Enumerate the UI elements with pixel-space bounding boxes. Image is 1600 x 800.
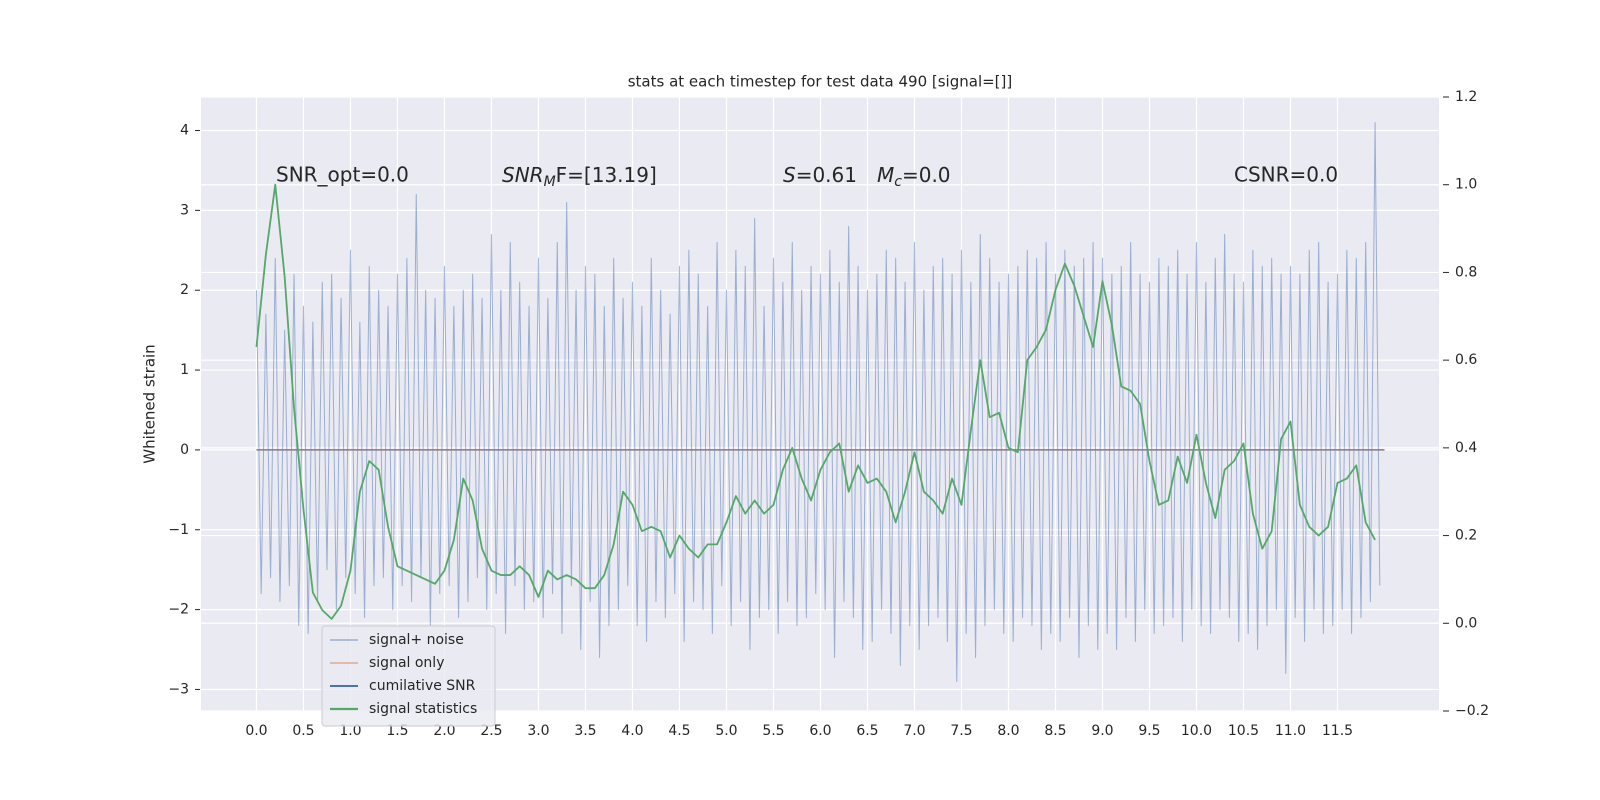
y-tick-label: −3 <box>168 681 189 697</box>
x-tick-label: 11.0 <box>1275 723 1306 739</box>
annotation: SNR_opt=0.0 <box>276 163 409 187</box>
x-tick-label: 10.5 <box>1228 723 1259 739</box>
y-tick-label: −2 <box>168 602 189 618</box>
legend: signal+ noise signal only cumilative SNR si… <box>321 625 496 727</box>
legend-label: signal+ noise <box>369 632 464 648</box>
annotation: Mc=0.0 <box>877 163 951 191</box>
x-tick-label: 8.5 <box>1044 723 1066 739</box>
y-tick-label: 2 <box>180 282 189 298</box>
y-tick-label: −1 <box>168 522 189 538</box>
x-tick-label: 8.0 <box>997 723 1019 739</box>
x-tick-label: 6.5 <box>856 723 878 739</box>
y-tick-label: 1 <box>180 362 189 378</box>
x-tick-label: 9.5 <box>1138 723 1160 739</box>
series-line <box>255 183 1376 620</box>
y2-tick-label: 0.0 <box>1455 615 1477 631</box>
marks <box>255 122 1385 682</box>
y2-tick-label: 1.0 <box>1455 177 1477 193</box>
y-tick-label: 4 <box>180 123 189 139</box>
chart-title: stats at each timestep for test data 490… <box>628 73 1013 91</box>
y2-tick-label: 0.4 <box>1455 440 1477 456</box>
y2-tick-label: −0.2 <box>1455 703 1489 719</box>
x-tick-label: 0.5 <box>292 723 314 739</box>
x-tick-label: 10.0 <box>1181 723 1212 739</box>
legend-label: signal statistics <box>369 701 477 717</box>
x-tick-label: 2.5 <box>480 723 502 739</box>
annotation-part: M <box>544 174 556 190</box>
x-tick-label: 3.0 <box>527 723 549 739</box>
legend-box <box>321 625 496 727</box>
x-tick-label: 1.0 <box>339 723 361 739</box>
annotation: SNRMF=[13.19] <box>502 163 657 191</box>
annotation-part: SNR <box>502 163 544 187</box>
annotation: CSNR=0.0 <box>1234 163 1338 187</box>
x-tick-label: 7.5 <box>950 723 972 739</box>
legend-label: cumilative SNR <box>369 678 476 694</box>
annotation-part: F=[13.19] <box>556 163 657 187</box>
x-tick-label: 4.0 <box>621 723 643 739</box>
y2-tick-label: 0.2 <box>1455 528 1477 544</box>
x-tick-label: 5.5 <box>762 723 784 739</box>
y2-tick-label: 0.8 <box>1455 264 1477 280</box>
legend-label: signal only <box>369 655 444 671</box>
y2-tick-label: 0.6 <box>1455 352 1477 368</box>
x-tick-label: 5.0 <box>715 723 737 739</box>
series-line <box>255 122 1381 682</box>
annotation-part: =0.61 <box>796 163 857 187</box>
annotation-part: S <box>783 163 796 187</box>
y-tick-label: 0 <box>180 442 189 458</box>
axes: 0.0 0.5 1.0 1.5 2.0 2.5 3.0 3.5 4.0 4.5 5.0 5.5 6.0 6… <box>168 89 1489 739</box>
annotation-part: M <box>877 163 894 187</box>
x-tick-label: 1.5 <box>386 723 408 739</box>
x-tick-label: 2.0 <box>433 723 455 739</box>
annotation-part: c <box>894 174 902 190</box>
annotation: S=0.61 <box>783 163 857 187</box>
y-tick-label: 3 <box>180 202 189 218</box>
x-tick-label: 7.0 <box>903 723 925 739</box>
x-tick-label: 0.0 <box>245 723 267 739</box>
x-tick-label: 3.5 <box>574 723 596 739</box>
x-tick-label: 11.5 <box>1322 723 1353 739</box>
y2-tick-label: 1.2 <box>1455 89 1477 105</box>
annotation-part: =0.0 <box>902 163 951 187</box>
x-tick-label: 6.0 <box>809 723 831 739</box>
x-tick-label: 4.5 <box>668 723 690 739</box>
y-axis-label: Whitened strain <box>141 344 159 463</box>
x-tick-label: 9.0 <box>1091 723 1113 739</box>
